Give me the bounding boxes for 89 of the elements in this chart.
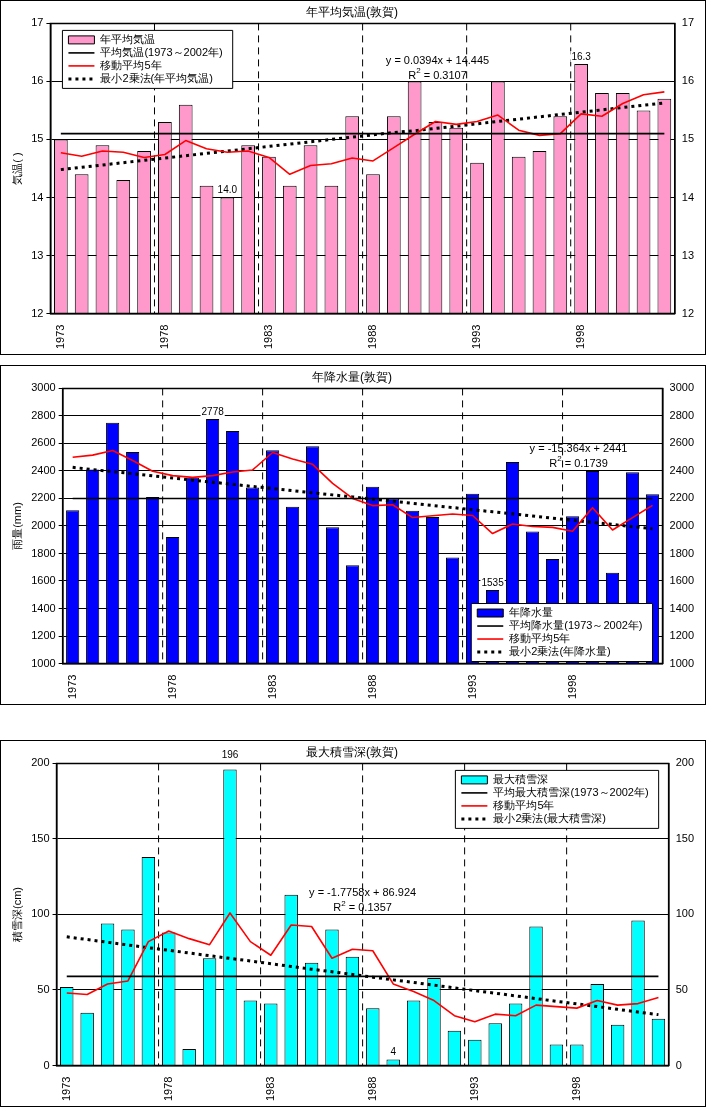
legend-label: 平均気温(1973～2002年) — [100, 45, 223, 58]
data-label: 196 — [221, 749, 239, 761]
y2-tick-label: 2000 — [669, 519, 695, 531]
x-tick-label: 1988 — [365, 1076, 378, 1102]
data-label: 14.0 — [217, 184, 238, 196]
y2-tick-label: 13 — [681, 248, 695, 261]
y-tick-label: 2000 — [31, 519, 56, 531]
y-tick-label: 0 — [43, 1058, 50, 1071]
y-tick-label: 12 — [31, 306, 44, 319]
y2-tick-label: 2600 — [669, 436, 695, 449]
y2-tick-label: 2200 — [669, 491, 695, 504]
legend-label: 移動平均5年 — [100, 58, 162, 71]
y-tick-label: 2200 — [31, 491, 56, 504]
x-tick-label: 1998 — [574, 324, 587, 350]
data-label: 1535 — [481, 576, 505, 588]
legend-label: 平均降水量(1973～2002年) — [509, 619, 643, 632]
x-tick-label: 1998 — [569, 1076, 582, 1102]
y2-tick-label: 1000 — [669, 656, 695, 669]
x-tick-label: 1988 — [366, 324, 379, 350]
y2-tick-label: 0 — [675, 1058, 682, 1071]
legend-label: 年降水量 — [509, 606, 554, 619]
y2-tick-label: 2800 — [669, 408, 695, 421]
x-tick-label: 1993 — [467, 1076, 480, 1102]
legend-label: 移動平均5年 — [493, 798, 555, 811]
x-tick-label: 1973 — [53, 324, 66, 350]
x-tick-label: 1978 — [165, 674, 178, 700]
x-tick-label: 1983 — [263, 1076, 276, 1102]
y-tick-label: 200 — [31, 756, 50, 769]
y2-tick-label: 16 — [681, 74, 695, 87]
y2-tick-label: 14 — [681, 190, 695, 203]
legend-label: 年平均気温 — [100, 32, 156, 45]
legend-label: 最大積雪深 — [493, 772, 549, 785]
y-tick-label: 2800 — [31, 408, 56, 421]
x-tick-label: 1993 — [465, 674, 478, 700]
legend-label: 最小2乗法(年降水量) — [509, 645, 611, 658]
chart-title: 最大積雪深(敦賀) — [306, 744, 398, 759]
y2-tick-label: 200 — [675, 756, 695, 769]
y-tick-label: 2400 — [31, 463, 56, 476]
y-tick-label: 2600 — [31, 436, 56, 449]
annotation: y = -15.364x + 2441 — [529, 441, 628, 454]
legend-label: 最小2乗法(年平均気温) — [100, 71, 213, 84]
y-tick-label: 150 — [31, 831, 50, 844]
legend-label: 最小2乗法(最大積雪深) — [493, 811, 606, 824]
y-tick-label: 3000 — [31, 381, 56, 394]
legend-label: 平均最大積雪深(1973～2002年) — [493, 785, 649, 798]
y-axis-title: 積雪深(cm) — [10, 886, 23, 942]
chart-title: 年平均気温(敦賀) — [306, 4, 398, 19]
y-tick-label: 15 — [31, 132, 44, 145]
y-tick-label: 50 — [37, 983, 50, 996]
data-label: 16.3 — [571, 50, 592, 62]
y-tick-label: 16 — [31, 74, 44, 87]
data-label: 4 — [390, 1046, 397, 1058]
y-tick-label: 1800 — [31, 546, 56, 559]
y-axis-title: 雨量(mm) — [10, 502, 23, 550]
y2-tick-label: 1200 — [669, 629, 695, 642]
y-axis-title: 気温( ) — [10, 152, 23, 185]
y-tick-label: 1200 — [31, 629, 56, 642]
x-tick-label: 1983 — [261, 324, 274, 350]
annotation: y = -1.7758x + 86.924 — [309, 886, 417, 899]
x-tick-label: 1978 — [157, 324, 170, 350]
y2-tick-label: 17 — [681, 16, 695, 29]
y2-tick-label: 15 — [681, 132, 695, 145]
y-tick-label: 100 — [31, 907, 50, 920]
y2-tick-label: 1400 — [669, 601, 695, 614]
data-label: 2778 — [201, 405, 225, 417]
y2-tick-label: 1600 — [669, 574, 695, 587]
y2-tick-label: 100 — [675, 907, 695, 920]
y2-tick-label: 150 — [675, 831, 695, 844]
annotation: y = 0.0394x + 14.445 — [385, 54, 490, 67]
x-tick-label: 1973 — [59, 1076, 72, 1102]
x-tick-label: 1978 — [161, 1076, 174, 1102]
x-tick-label: 1988 — [365, 674, 378, 700]
y-tick-label: 14 — [31, 190, 44, 203]
x-tick-label: 1993 — [470, 324, 483, 350]
y2-tick-label: 3000 — [669, 381, 695, 394]
y-tick-label: 1400 — [31, 601, 56, 614]
y-tick-label: 13 — [31, 248, 44, 261]
x-tick-label: 1998 — [565, 674, 578, 700]
x-tick-label: 1973 — [65, 674, 78, 700]
x-tick-label: 1983 — [265, 674, 278, 700]
y-tick-label: 1600 — [31, 574, 56, 587]
chart-title: 年降水量(敦賀) — [312, 369, 392, 384]
y2-tick-label: 2400 — [669, 463, 695, 476]
y-tick-label: 17 — [31, 16, 44, 29]
y2-tick-label: 12 — [681, 306, 695, 319]
y2-tick-label: 50 — [675, 983, 688, 996]
legend-label: 移動平均5年 — [509, 632, 571, 645]
y-tick-label: 1000 — [31, 656, 56, 669]
y2-tick-label: 1800 — [669, 546, 695, 559]
